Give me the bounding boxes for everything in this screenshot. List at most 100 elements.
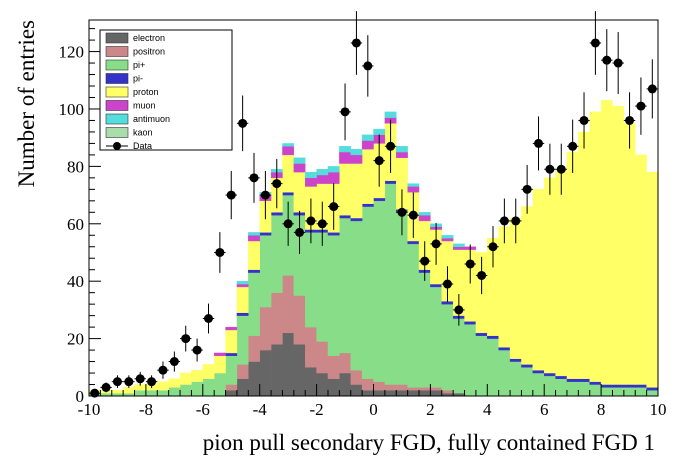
bar-muon-14 (248, 235, 260, 242)
bar-muon-23 (350, 154, 363, 164)
bar-proton-23 (350, 163, 363, 219)
data-point-35 (488, 242, 498, 252)
data-point-0 (90, 388, 100, 398)
bar-pi+-25 (373, 200, 386, 382)
bar-pi+-20 (316, 232, 329, 342)
x-tick-label: -2 (310, 400, 324, 419)
bar-pi--16 (270, 212, 283, 216)
x-tick-label: 2 (426, 400, 435, 419)
bar-antimuon-14 (248, 232, 260, 236)
bar-pi--23 (350, 217, 363, 222)
data-point-20 (317, 219, 327, 229)
y-tick-label: 0 (76, 387, 85, 406)
bar-pi+-33 (464, 324, 477, 397)
bar-electron-12 (225, 390, 238, 397)
bar-electron-29 (418, 390, 431, 397)
bar-pi+-30 (430, 286, 442, 388)
y-axis-title: Number of entries (14, 20, 39, 187)
data-point-6 (158, 365, 168, 375)
legend-label-Data: Data (133, 141, 152, 151)
bar-proton-6 (157, 381, 169, 391)
bar-pi+-40 (544, 375, 556, 397)
y-tick-label: 60 (67, 215, 84, 234)
x-tick-label: -10 (78, 400, 101, 419)
bar-pi--42 (566, 378, 579, 382)
y-tick-label: 20 (67, 330, 84, 349)
bar-proton-3 (122, 387, 135, 394)
legend-swatch-positron (105, 46, 129, 57)
bar-pi--38 (521, 364, 534, 368)
x-tick-labels: -10 -8 -6 -4 -2 0 2 4 6 8 10 (78, 400, 667, 419)
x-tick-label: 8 (597, 400, 606, 419)
bar-pi+-36 (498, 349, 511, 397)
bar-electron-16 (270, 344, 283, 397)
bar-electron-20 (316, 372, 329, 397)
bar-muon-29 (418, 214, 431, 222)
bar-proton-39 (532, 189, 545, 371)
bar-electron-26 (384, 390, 397, 397)
bar-pi+-8 (179, 384, 192, 397)
bar-electron-18 (293, 344, 306, 397)
bar-positron-21 (327, 355, 340, 379)
x-tick-label: 10 (650, 400, 667, 419)
bar-antimuon-27 (396, 146, 408, 153)
bar-electron-15 (259, 349, 272, 397)
legend-marker-data (113, 142, 121, 150)
bar-proton-49 (646, 171, 659, 388)
bar-pi--24 (361, 203, 374, 207)
data-point-11 (215, 247, 225, 257)
data-point-9 (192, 345, 202, 355)
data-point-15 (260, 190, 270, 200)
data-point-41 (556, 164, 566, 174)
bar-muon-18 (293, 163, 306, 173)
bar-pi--25 (373, 197, 386, 202)
bar-muon-24 (361, 140, 374, 150)
bar-muon-22 (339, 151, 351, 164)
bar-electron-21 (327, 378, 340, 397)
data-point-48 (636, 101, 646, 111)
bar-pi--12 (225, 352, 238, 357)
bar-electron-24 (361, 390, 374, 397)
data-points (89, 11, 658, 398)
bar-pi+-39 (532, 372, 545, 397)
data-point-31 (442, 279, 452, 289)
data-point-44 (590, 38, 600, 48)
bar-proton-36 (498, 226, 511, 348)
bar-pi--14 (248, 269, 260, 273)
bar-electron-23 (350, 384, 363, 397)
data-point-47 (625, 115, 635, 125)
bar-pi+-9 (191, 381, 203, 397)
histogram-stack (88, 100, 659, 397)
bar-pi--44 (589, 381, 602, 385)
bar-proton-10 (202, 364, 215, 379)
bar-positron-15 (259, 306, 272, 351)
bar-electron-17 (282, 332, 295, 397)
bar-proton-7 (168, 378, 181, 388)
bar-pi--47 (623, 384, 636, 388)
data-point-27 (397, 207, 407, 217)
bar-pi--40 (544, 372, 556, 377)
bar-antimuon-21 (327, 166, 340, 173)
legend-swatch-pi- (105, 73, 129, 84)
legend-swatch-muon (105, 100, 129, 111)
bar-electron-13 (236, 378, 249, 397)
y-tick-label: 120 (59, 43, 85, 62)
data-point-24 (363, 61, 373, 71)
bar-positron-26 (384, 384, 397, 391)
bar-pi+-44 (589, 384, 602, 397)
bar-pi--15 (259, 232, 272, 236)
bar-pi+-37 (509, 361, 522, 397)
data-point-16 (272, 179, 282, 189)
bar-proton-47 (623, 123, 636, 385)
legend-label-electron: electron (133, 33, 165, 43)
data-point-42 (568, 141, 578, 151)
legend-swatch-kaon (105, 127, 129, 138)
bar-antimuon-23 (350, 148, 363, 156)
bar-proton-45 (600, 100, 613, 385)
bar-pi+-19 (305, 232, 317, 328)
bar-positron-18 (293, 295, 306, 345)
data-point-18 (295, 227, 305, 237)
data-point-29 (420, 256, 430, 266)
bar-antimuon-19 (305, 171, 317, 179)
